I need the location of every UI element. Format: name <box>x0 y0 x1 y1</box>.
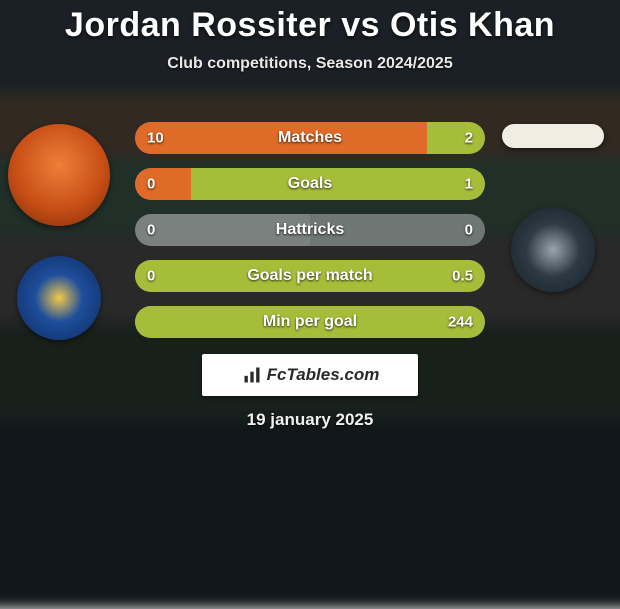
right-player-column <box>502 124 612 292</box>
bar-value-right: 1 <box>465 176 473 193</box>
bar-label: Min per goal <box>263 313 357 331</box>
bar-value-left: 0 <box>147 176 155 193</box>
stat-row: Goals per match 0 0.5 <box>135 260 485 292</box>
bar-value-right: 244 <box>448 314 473 331</box>
date-label: 19 january 2025 <box>247 410 374 430</box>
bar-left-fill <box>135 168 191 200</box>
player-right-club-badge <box>511 208 595 292</box>
bar-label: Goals <box>288 175 332 193</box>
player-left-club-badge <box>17 256 101 340</box>
bar-value-left: 10 <box>147 130 164 147</box>
subtitle: Club competitions, Season 2024/2025 <box>0 55 620 73</box>
comparison-infographic: Jordan Rossiter vs Otis Khan Club compet… <box>0 0 620 580</box>
stat-row: Matches 10 2 <box>135 122 485 154</box>
page-title: Jordan Rossiter vs Otis Khan <box>0 6 620 45</box>
player-right-avatar <box>502 124 604 148</box>
bar-value-left: 0 <box>147 268 155 285</box>
chart-icon <box>241 365 263 385</box>
stat-row: Hattricks 0 0 <box>135 214 485 246</box>
bar-value-right: 0 <box>465 222 473 239</box>
brand-text: FcTables.com <box>267 365 380 385</box>
bar-label: Matches <box>278 129 342 147</box>
bar-value-left: 0 <box>147 222 155 239</box>
bar-label: Goals per match <box>247 267 372 285</box>
stat-bars: Matches102Goals01Hattricks00Goals per ma… <box>135 122 485 352</box>
brand-badge: FcTables.com <box>202 354 418 396</box>
bar-right-fill <box>427 122 485 154</box>
stat-row: Goals 0 1 <box>135 168 485 200</box>
bar-value-right: 2 <box>465 130 473 147</box>
left-player-column <box>8 124 118 340</box>
stat-row: Min per goal 244 <box>135 306 485 338</box>
content: Jordan Rossiter vs Otis Khan Club compet… <box>0 0 620 580</box>
bar-value-right: 0.5 <box>452 268 473 285</box>
bar-right-fill <box>191 168 485 200</box>
bar-label: Hattricks <box>276 221 344 239</box>
player-left-avatar <box>8 124 110 226</box>
